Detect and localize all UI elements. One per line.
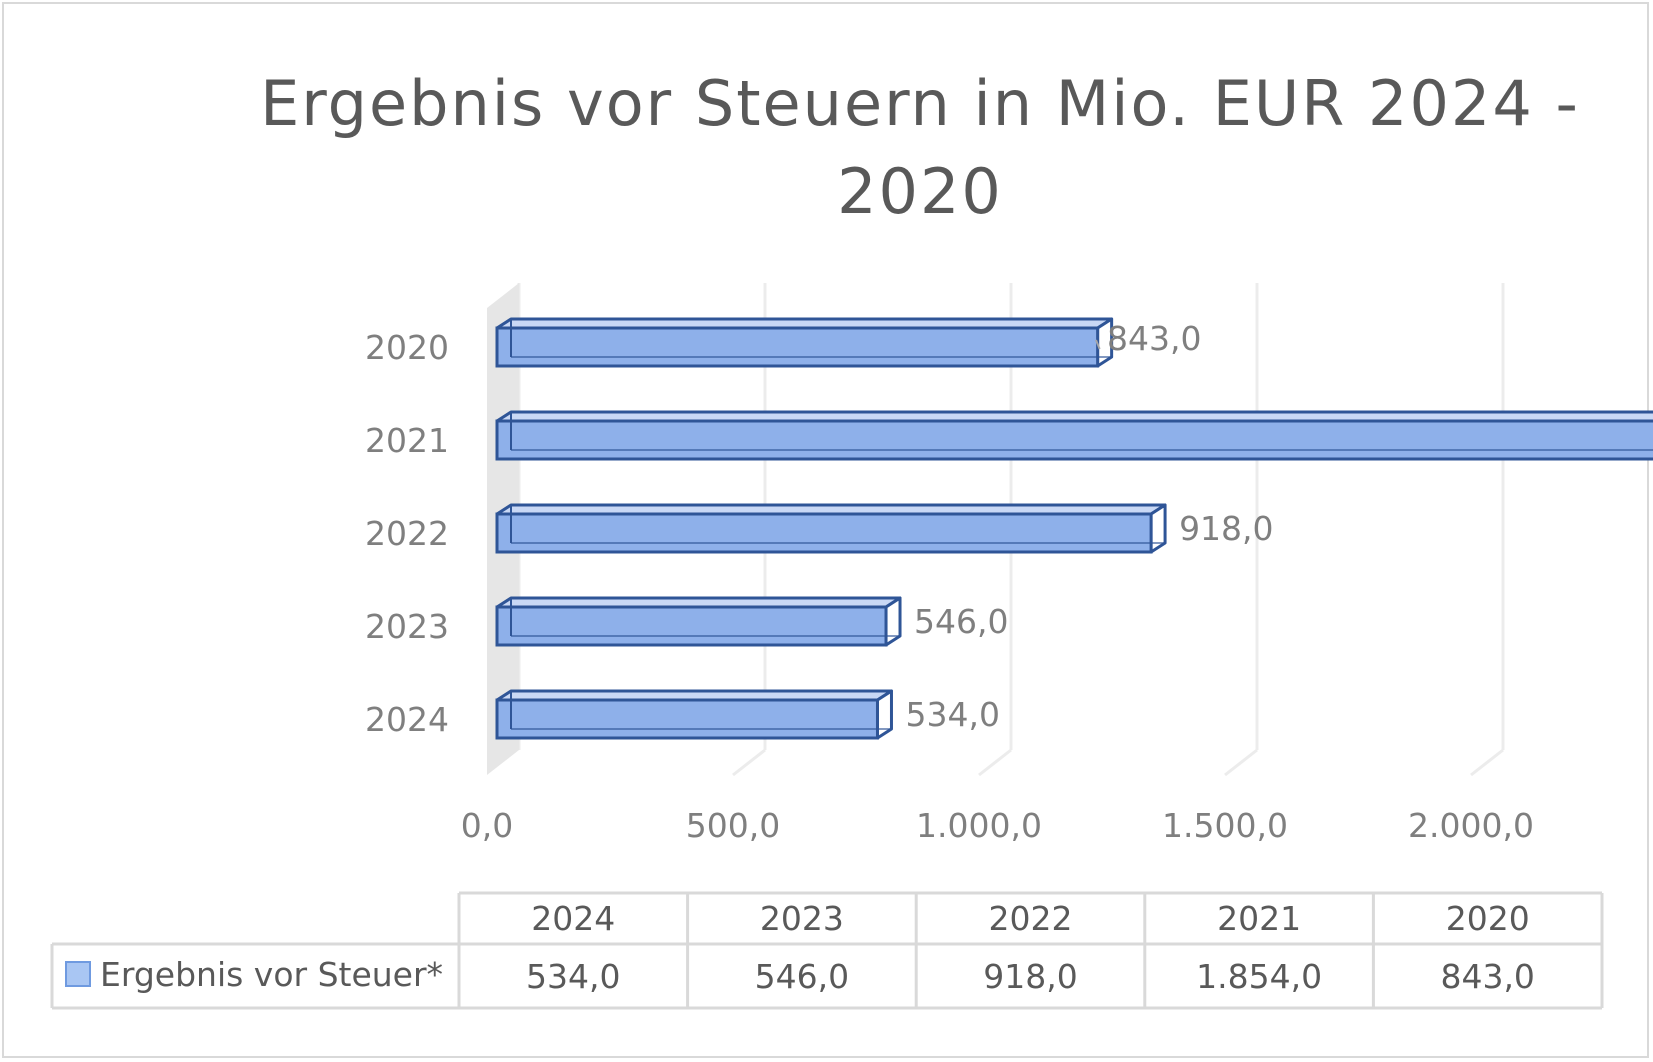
category-label: 2021: [365, 421, 449, 460]
category-label: 2024: [365, 700, 449, 739]
x-tick-label: 1.000,0: [916, 806, 1042, 845]
gridline: [732, 748, 766, 777]
data-label: 843,0: [1107, 319, 1201, 358]
category-labels: 2024 2023 2022 2021 2020: [365, 328, 449, 739]
bar-end: [1149, 503, 1167, 554]
table-cell: 534,0: [526, 957, 620, 996]
bar: [495, 326, 1100, 368]
bar: [495, 698, 879, 740]
data-table: 2024 2023 2022 2021 2020 534,0 546,0 918,0 1.854…: [50, 891, 1604, 1010]
gridline: [978, 748, 1012, 777]
table-cell: 1.854,0: [1196, 957, 1322, 996]
data-label: 546,0: [914, 602, 1008, 641]
data-label: 918,0: [1179, 509, 1273, 548]
x-tick-label: 500,0: [686, 806, 780, 845]
category-label: 2022: [365, 514, 449, 553]
category-label: 2023: [365, 607, 449, 646]
bar: [495, 419, 1653, 461]
x-tick-label: 1.500,0: [1162, 806, 1288, 845]
legend-swatch: [65, 961, 91, 987]
table-cell: 546,0: [755, 957, 849, 996]
table-cell: 918,0: [983, 957, 1077, 996]
x-tick-label: 2.000,0: [1408, 806, 1534, 845]
bar: [495, 605, 888, 647]
x-tick-labels: 0,0 500,0 1.000,0 1.500,0 2.000,0: [461, 806, 1534, 845]
leader-line: [1095, 339, 1101, 350]
x-tick-label: 0,0: [461, 806, 513, 845]
data-label: 534,0: [905, 695, 999, 734]
table-header-cell: 2021: [1217, 899, 1301, 938]
bars: [495, 317, 1653, 740]
bar-end: [875, 689, 893, 740]
legend-label: Ergebnis vor Steuer*: [100, 955, 443, 994]
gridline: [1224, 748, 1258, 777]
table-header-cell: 2024: [531, 899, 615, 938]
table-header-cell: 2023: [760, 899, 844, 938]
bar-end: [884, 596, 902, 647]
chart-title: Ergebnis vor Steuern in Mio. EUR 2024 - …: [260, 67, 1580, 228]
bar: [495, 512, 1153, 554]
table-header-cell: 2020: [1446, 899, 1530, 938]
table-header-cell: 2022: [989, 899, 1073, 938]
table-cell: 843,0: [1440, 957, 1534, 996]
gridline: [1470, 748, 1504, 777]
category-label: 2020: [365, 328, 449, 367]
